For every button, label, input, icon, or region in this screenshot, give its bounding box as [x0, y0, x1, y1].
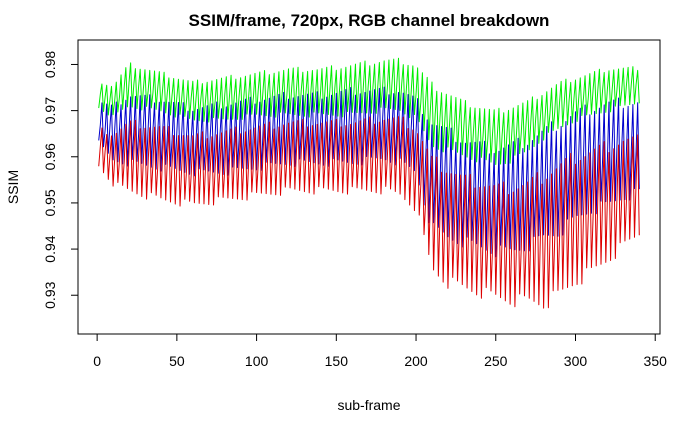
- x-tick-label: 0: [93, 353, 101, 369]
- series-layer: [98, 57, 640, 309]
- y-tick-label: 0.95: [42, 189, 58, 216]
- y-tick-label: 0.93: [42, 281, 58, 308]
- plot-frame: [77, 39, 661, 335]
- x-tick-label: 150: [325, 353, 349, 369]
- y-axis-label: SSIM: [5, 170, 21, 204]
- x-tick-label: 350: [644, 353, 668, 369]
- y-tick-label: 0.96: [42, 143, 58, 170]
- x-axis: 0 50 100 150 200 250 300 350: [93, 334, 667, 369]
- series-line: [98, 57, 640, 165]
- x-tick-label: 200: [404, 353, 428, 369]
- y-tick-label: 0.98: [42, 51, 58, 78]
- chart-title: SSIM/frame, 720px, RGB channel breakdown: [189, 11, 550, 30]
- y-tick-label: 0.97: [42, 97, 58, 124]
- series-line: [98, 116, 640, 309]
- x-tick-label: 100: [245, 353, 269, 369]
- series-line: [98, 86, 640, 258]
- y-tick-label: 0.94: [42, 235, 58, 262]
- x-tick-label: 300: [564, 353, 588, 369]
- x-tick-label: 50: [169, 353, 185, 369]
- x-tick-label: 250: [484, 353, 508, 369]
- y-axis: 0.93 0.94 0.95 0.96 0.97 0.98: [42, 51, 78, 309]
- x-axis-label: sub-frame: [337, 397, 400, 413]
